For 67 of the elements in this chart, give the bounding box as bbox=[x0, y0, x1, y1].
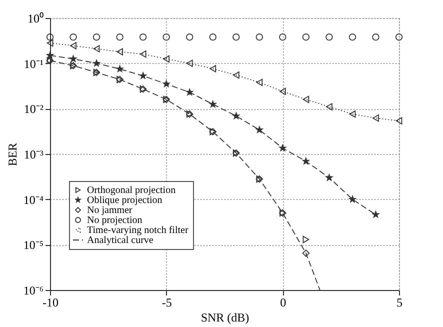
x-tick-label: 5 bbox=[396, 296, 402, 310]
point bbox=[93, 45, 100, 52]
point bbox=[232, 33, 240, 41]
point bbox=[139, 33, 147, 41]
y-tick-label: 10⁻¹ bbox=[24, 56, 44, 71]
y-tick-label: 10⁻³ bbox=[24, 148, 44, 162]
point bbox=[302, 96, 310, 104]
point bbox=[186, 60, 193, 67]
point bbox=[162, 33, 170, 41]
point bbox=[46, 33, 54, 41]
legend-label: Oblique projection bbox=[87, 195, 162, 206]
point bbox=[348, 33, 356, 41]
point bbox=[46, 39, 54, 47]
point bbox=[395, 33, 403, 41]
point bbox=[372, 211, 380, 218]
point bbox=[92, 33, 100, 41]
point bbox=[279, 88, 286, 96]
point bbox=[279, 144, 286, 152]
point bbox=[140, 50, 146, 58]
x-tick-label: -5 bbox=[162, 296, 172, 310]
point bbox=[162, 80, 170, 88]
point bbox=[302, 250, 310, 257]
point bbox=[116, 48, 123, 56]
legend-label: Time-varying notch filter bbox=[87, 225, 189, 236]
point bbox=[93, 60, 100, 66]
point bbox=[396, 117, 402, 124]
point bbox=[302, 33, 310, 41]
y-axis-title: BER bbox=[5, 142, 20, 166]
point bbox=[116, 33, 124, 41]
point bbox=[163, 55, 170, 63]
point bbox=[209, 33, 216, 41]
legend-label: No projection bbox=[87, 215, 142, 226]
point bbox=[302, 236, 310, 244]
y-tick-label: 10⁻² bbox=[24, 102, 44, 116]
x-tick-label: -10 bbox=[42, 296, 58, 310]
y-tick-label: 10⁻⁴ bbox=[23, 192, 44, 207]
x-tick-label: 0 bbox=[280, 296, 286, 310]
point bbox=[232, 71, 240, 79]
legend-label: Analytical curve bbox=[87, 235, 154, 246]
y-tick-label: 10⁰ bbox=[28, 12, 44, 26]
point bbox=[372, 33, 380, 41]
point bbox=[232, 112, 240, 119]
point bbox=[46, 52, 54, 58]
point bbox=[256, 33, 264, 41]
y-tick-label: 10⁻⁶ bbox=[23, 284, 44, 298]
point bbox=[186, 88, 194, 96]
legend-label: Orthogonal projection bbox=[87, 185, 176, 196]
point bbox=[326, 103, 332, 110]
point bbox=[326, 33, 333, 41]
point bbox=[70, 55, 77, 62]
point bbox=[256, 126, 263, 133]
point bbox=[349, 196, 356, 202]
point bbox=[372, 114, 379, 122]
legend-label: No jammer bbox=[87, 205, 133, 216]
point bbox=[70, 42, 76, 50]
point bbox=[140, 72, 147, 79]
point bbox=[210, 65, 216, 72]
point bbox=[279, 33, 286, 41]
point bbox=[70, 33, 77, 41]
point bbox=[302, 158, 310, 164]
y-tick-label: 10⁻⁵ bbox=[23, 238, 44, 252]
point bbox=[186, 33, 194, 41]
point bbox=[349, 110, 356, 118]
point bbox=[116, 65, 124, 72]
point bbox=[209, 100, 216, 108]
point bbox=[256, 78, 263, 86]
x-axis-title: SNR (dB) bbox=[200, 310, 250, 324]
